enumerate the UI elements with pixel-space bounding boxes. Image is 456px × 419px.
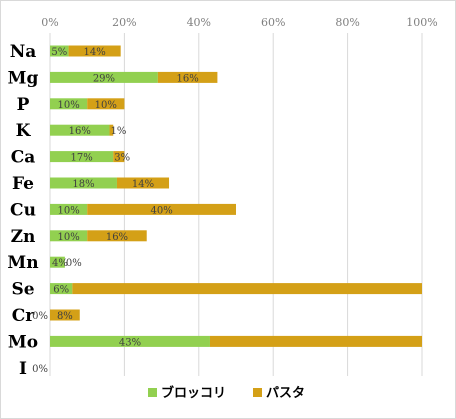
bar-broccoli: [50, 177, 117, 189]
legend-label: ブロッコリ: [161, 385, 226, 401]
bar-broccoli: [50, 335, 210, 347]
data-label: 6%: [53, 285, 69, 296]
data-label: 10%: [57, 205, 79, 216]
data-label: 40%: [150, 205, 172, 216]
data-label: 14%: [132, 179, 154, 190]
x-tick-label: 0%: [41, 16, 58, 29]
category-label: P: [17, 95, 30, 115]
x-tick-label: 100%: [406, 16, 437, 29]
x-tick-label: 80%: [335, 16, 359, 29]
bar-broccoli: [50, 71, 158, 83]
bar-pasta: [87, 98, 125, 110]
bar-broccoli: [50, 151, 114, 163]
data-label: 10%: [57, 100, 79, 111]
data-label: 4%: [52, 258, 68, 269]
bar-pasta: [209, 335, 422, 347]
legend-label: パスタ: [266, 386, 305, 401]
category-label: Na: [10, 42, 37, 62]
data-label: 10%: [57, 232, 79, 243]
bar-broccoli: [50, 230, 88, 242]
data-label: 1%: [111, 126, 127, 137]
bar-broccoli: [50, 45, 69, 57]
data-label: 10%: [95, 100, 117, 111]
data-label: 0%: [32, 364, 48, 375]
x-tick-label: 60%: [261, 16, 285, 29]
bar-pasta: [68, 45, 121, 57]
category-label: Mo: [8, 332, 38, 352]
category-label: Zn: [11, 227, 36, 247]
data-label: 5%: [51, 47, 67, 58]
category-label: Cr: [12, 306, 36, 326]
bar-pasta: [87, 203, 236, 215]
data-label: 16%: [106, 232, 128, 243]
bar-pasta: [116, 177, 170, 189]
category-label: Ca: [11, 148, 36, 168]
data-label: 8%: [57, 311, 73, 322]
x-tick-label: 40%: [187, 16, 211, 29]
data-label: 16%: [69, 126, 91, 137]
bar-broccoli: [50, 256, 65, 268]
bar-broccoli: [50, 124, 110, 136]
category-label: Se: [11, 280, 34, 300]
data-label: 14%: [84, 47, 106, 58]
bar-broccoli: [50, 283, 73, 295]
bar-broccoli: [50, 98, 88, 110]
category-label: Fe: [12, 174, 34, 194]
legend-swatch: [253, 388, 262, 397]
category-label: Mg: [8, 68, 39, 88]
data-label: 0%: [66, 258, 82, 269]
data-label: 17%: [71, 153, 93, 164]
data-label: 16%: [177, 73, 199, 84]
bar-pasta: [50, 309, 80, 321]
bar-pasta: [157, 71, 218, 83]
x-tick-label: 20%: [112, 16, 136, 29]
legend-swatch: [148, 388, 157, 397]
bar-pasta: [87, 230, 147, 242]
bar-broccoli: [50, 203, 88, 215]
category-label: K: [16, 121, 32, 141]
data-label: 0%: [32, 311, 48, 322]
data-label: 29%: [93, 73, 115, 84]
data-label: 3%: [114, 153, 130, 164]
data-label: 43%: [119, 337, 141, 348]
data-label: 18%: [72, 179, 94, 190]
bar-pasta: [72, 283, 422, 295]
category-label: I: [19, 359, 27, 379]
category-label: Mn: [7, 253, 38, 273]
bar-pasta: [109, 124, 114, 136]
bar-pasta: [113, 151, 125, 163]
category-label: Cu: [10, 200, 36, 220]
